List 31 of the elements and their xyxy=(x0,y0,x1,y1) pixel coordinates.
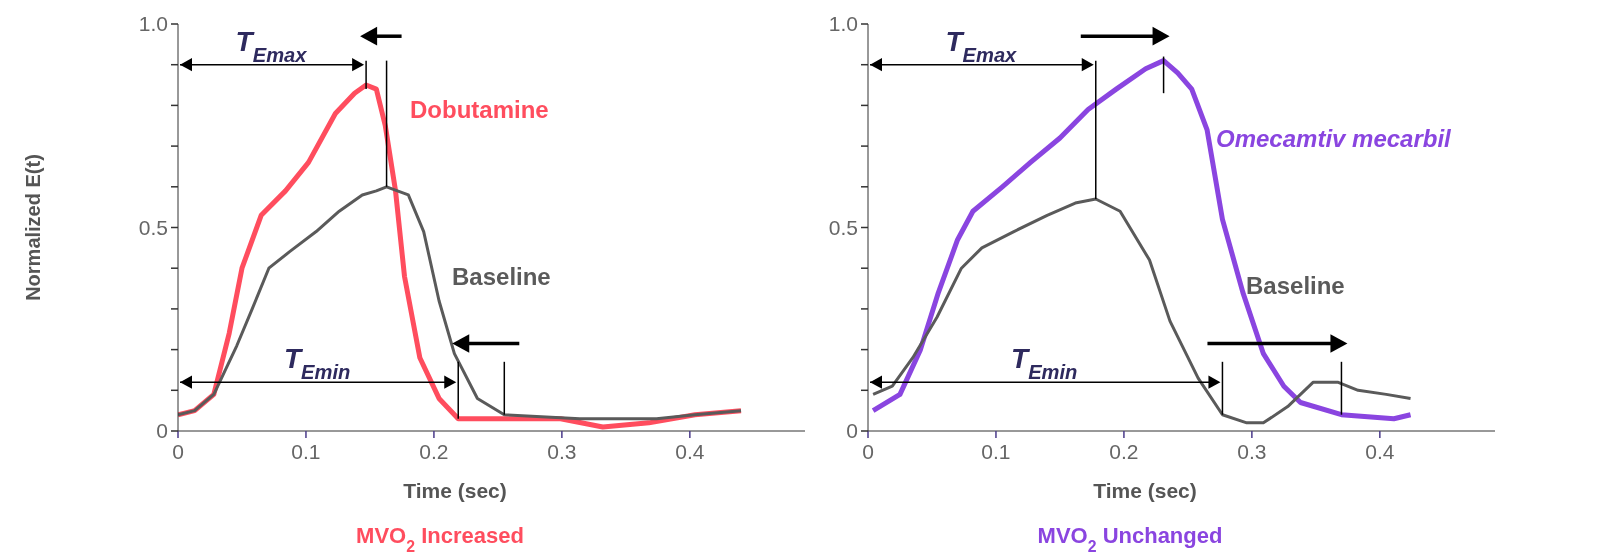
line-series xyxy=(871,197,1413,425)
annotation: T$_{Emin}$ xyxy=(283,343,351,384)
x-tick-label: 0.2 xyxy=(419,440,449,463)
x-tick-label: 0.3 xyxy=(1237,440,1267,463)
y-tick-label: 0 xyxy=(156,419,168,442)
annotation: T$_{Emax}$ xyxy=(945,25,1018,66)
x-axis-title: Time (sec) xyxy=(403,479,507,502)
x-tick-label: 0 xyxy=(172,440,184,463)
x-axis-title: Time (sec) xyxy=(1093,479,1197,502)
x-tick-label: 0.1 xyxy=(981,440,1011,463)
x-tick-label: 0.4 xyxy=(675,440,705,463)
annotation: T$_{Emin}$ xyxy=(1011,343,1078,384)
y-tick-label: 1.0 xyxy=(828,12,858,35)
x-tick-label: 0.3 xyxy=(547,440,577,463)
series-label: Baseline xyxy=(452,263,551,290)
line-series xyxy=(178,185,743,421)
y-tick-label: 0 xyxy=(846,419,858,442)
y-tick-label: 1.0 xyxy=(138,12,168,35)
x-tick-label: 0 xyxy=(862,440,874,463)
y-axis-title: Normalized E(t) xyxy=(22,154,44,301)
x-tick-label: 0.1 xyxy=(291,440,321,463)
text: MVO$_{2}$ Increased xyxy=(356,523,524,555)
y-tick-label: 0.5 xyxy=(828,215,858,239)
series-label: Dobutamine xyxy=(410,96,549,123)
series-label: Omecamtiv mecarbil xyxy=(1216,125,1453,152)
text: MVO$_{2}$ Unchanged xyxy=(1037,523,1223,555)
x-tick-label: 0.2 xyxy=(1109,440,1139,463)
annotation: T$_{Emax}$ xyxy=(235,25,308,66)
x-tick-label: 0.4 xyxy=(1365,440,1395,463)
text: Baseline xyxy=(1246,272,1345,299)
y-tick-label: 0.5 xyxy=(138,215,168,239)
